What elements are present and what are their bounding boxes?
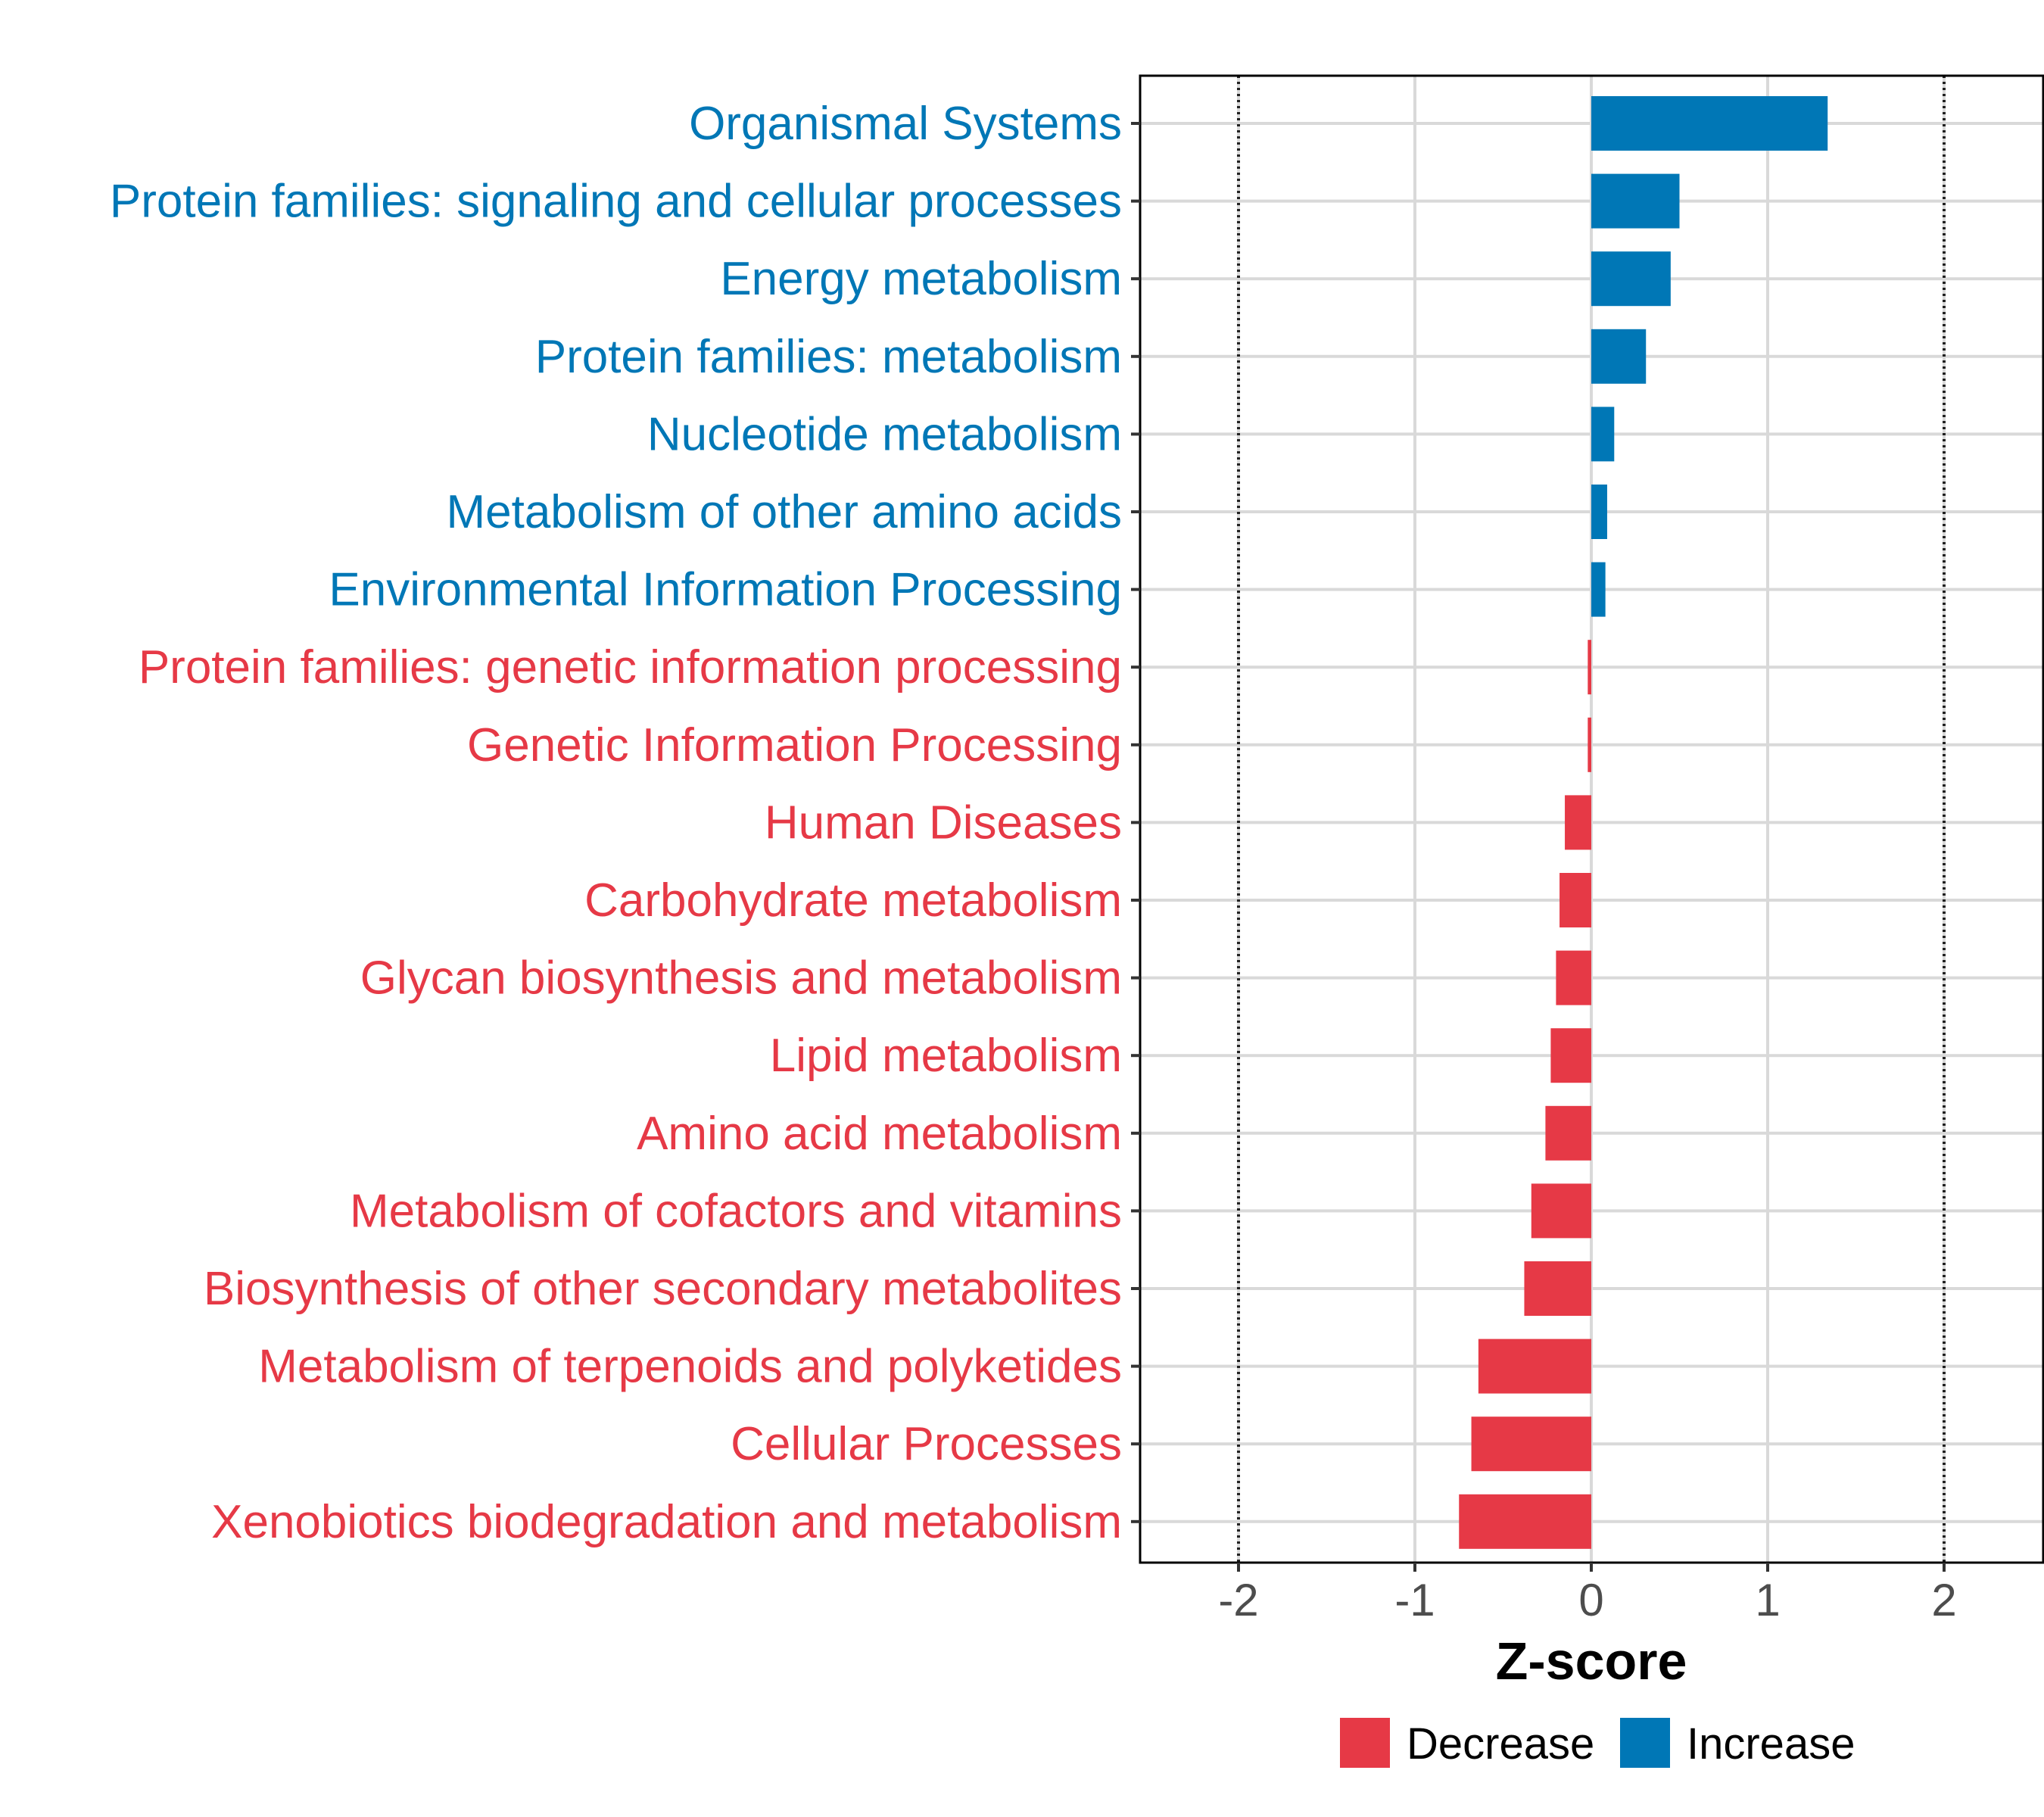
bar: [1591, 562, 1606, 617]
bar: [1591, 173, 1680, 229]
category-label: Energy metabolism: [720, 253, 1122, 305]
bar: [1591, 251, 1671, 307]
grid-lines: [1140, 76, 2043, 1563]
x-tick-label: 2: [1931, 1575, 1956, 1625]
bar: [1559, 873, 1591, 927]
bar: [1550, 1028, 1591, 1083]
category-label: Metabolism of terpenoids and polyketides: [258, 1341, 1122, 1393]
category-label: Xenobiotics biodegradation and metabolis…: [211, 1496, 1122, 1548]
x-tick-label: 1: [1755, 1575, 1780, 1625]
bars: [1459, 96, 1828, 1549]
category-label: Protein families: metabolism: [535, 331, 1122, 383]
category-label: Glycan biosynthesis and metabolism: [360, 952, 1122, 1005]
bar: [1591, 96, 1828, 151]
bar: [1471, 1417, 1591, 1472]
bar: [1531, 1183, 1591, 1239]
category-label: Metabolism of cofactors and vitamins: [350, 1185, 1122, 1237]
category-label: Protein families: signaling and cellular…: [110, 176, 1122, 228]
category-label: Organismal Systems: [689, 98, 1122, 150]
bar: [1565, 795, 1591, 850]
x-axis: -2 -1 0 1 2: [1218, 1563, 1957, 1625]
category-label: Nucleotide metabolism: [647, 408, 1122, 460]
category-label: Human Diseases: [765, 796, 1122, 849]
y-axis: Organismal Systems Protein families: sign…: [110, 98, 1140, 1548]
bar: [1588, 640, 1591, 695]
legend: Decrease Increase: [1340, 1718, 1855, 1769]
legend-key-increase: [1620, 1718, 1670, 1768]
bar: [1556, 950, 1591, 1005]
category-label: Metabolism of other amino acids: [446, 486, 1122, 538]
bar: [1545, 1105, 1591, 1161]
category-label: Genetic Information Processing: [467, 719, 1122, 771]
category-label: Lipid metabolism: [770, 1030, 1122, 1082]
bar: [1588, 717, 1591, 772]
bar: [1591, 407, 1615, 462]
category-label: Carbohydrate metabolism: [584, 874, 1122, 927]
category-label: Amino acid metabolism: [637, 1108, 1122, 1160]
category-label: Protein families: genetic information pr…: [139, 641, 1122, 693]
category-label: Cellular Processes: [731, 1418, 1122, 1470]
bar: [1591, 329, 1647, 384]
bar: [1459, 1494, 1591, 1549]
legend-key-decrease: [1340, 1718, 1390, 1768]
legend-label-increase: Increase: [1687, 1719, 1855, 1769]
x-axis-title: Z-score: [1496, 1632, 1687, 1691]
bar: [1478, 1339, 1591, 1394]
category-label: Biosynthesis of other secondary metaboli…: [204, 1263, 1122, 1315]
category-label: Environmental Information Processing: [329, 564, 1122, 616]
bar: [1591, 485, 1607, 539]
bar: [1524, 1261, 1591, 1316]
legend-label-decrease: Decrease: [1407, 1719, 1594, 1769]
x-tick-label: -2: [1218, 1575, 1258, 1625]
x-tick-label: -1: [1394, 1575, 1435, 1625]
x-tick-label: 0: [1578, 1575, 1603, 1625]
